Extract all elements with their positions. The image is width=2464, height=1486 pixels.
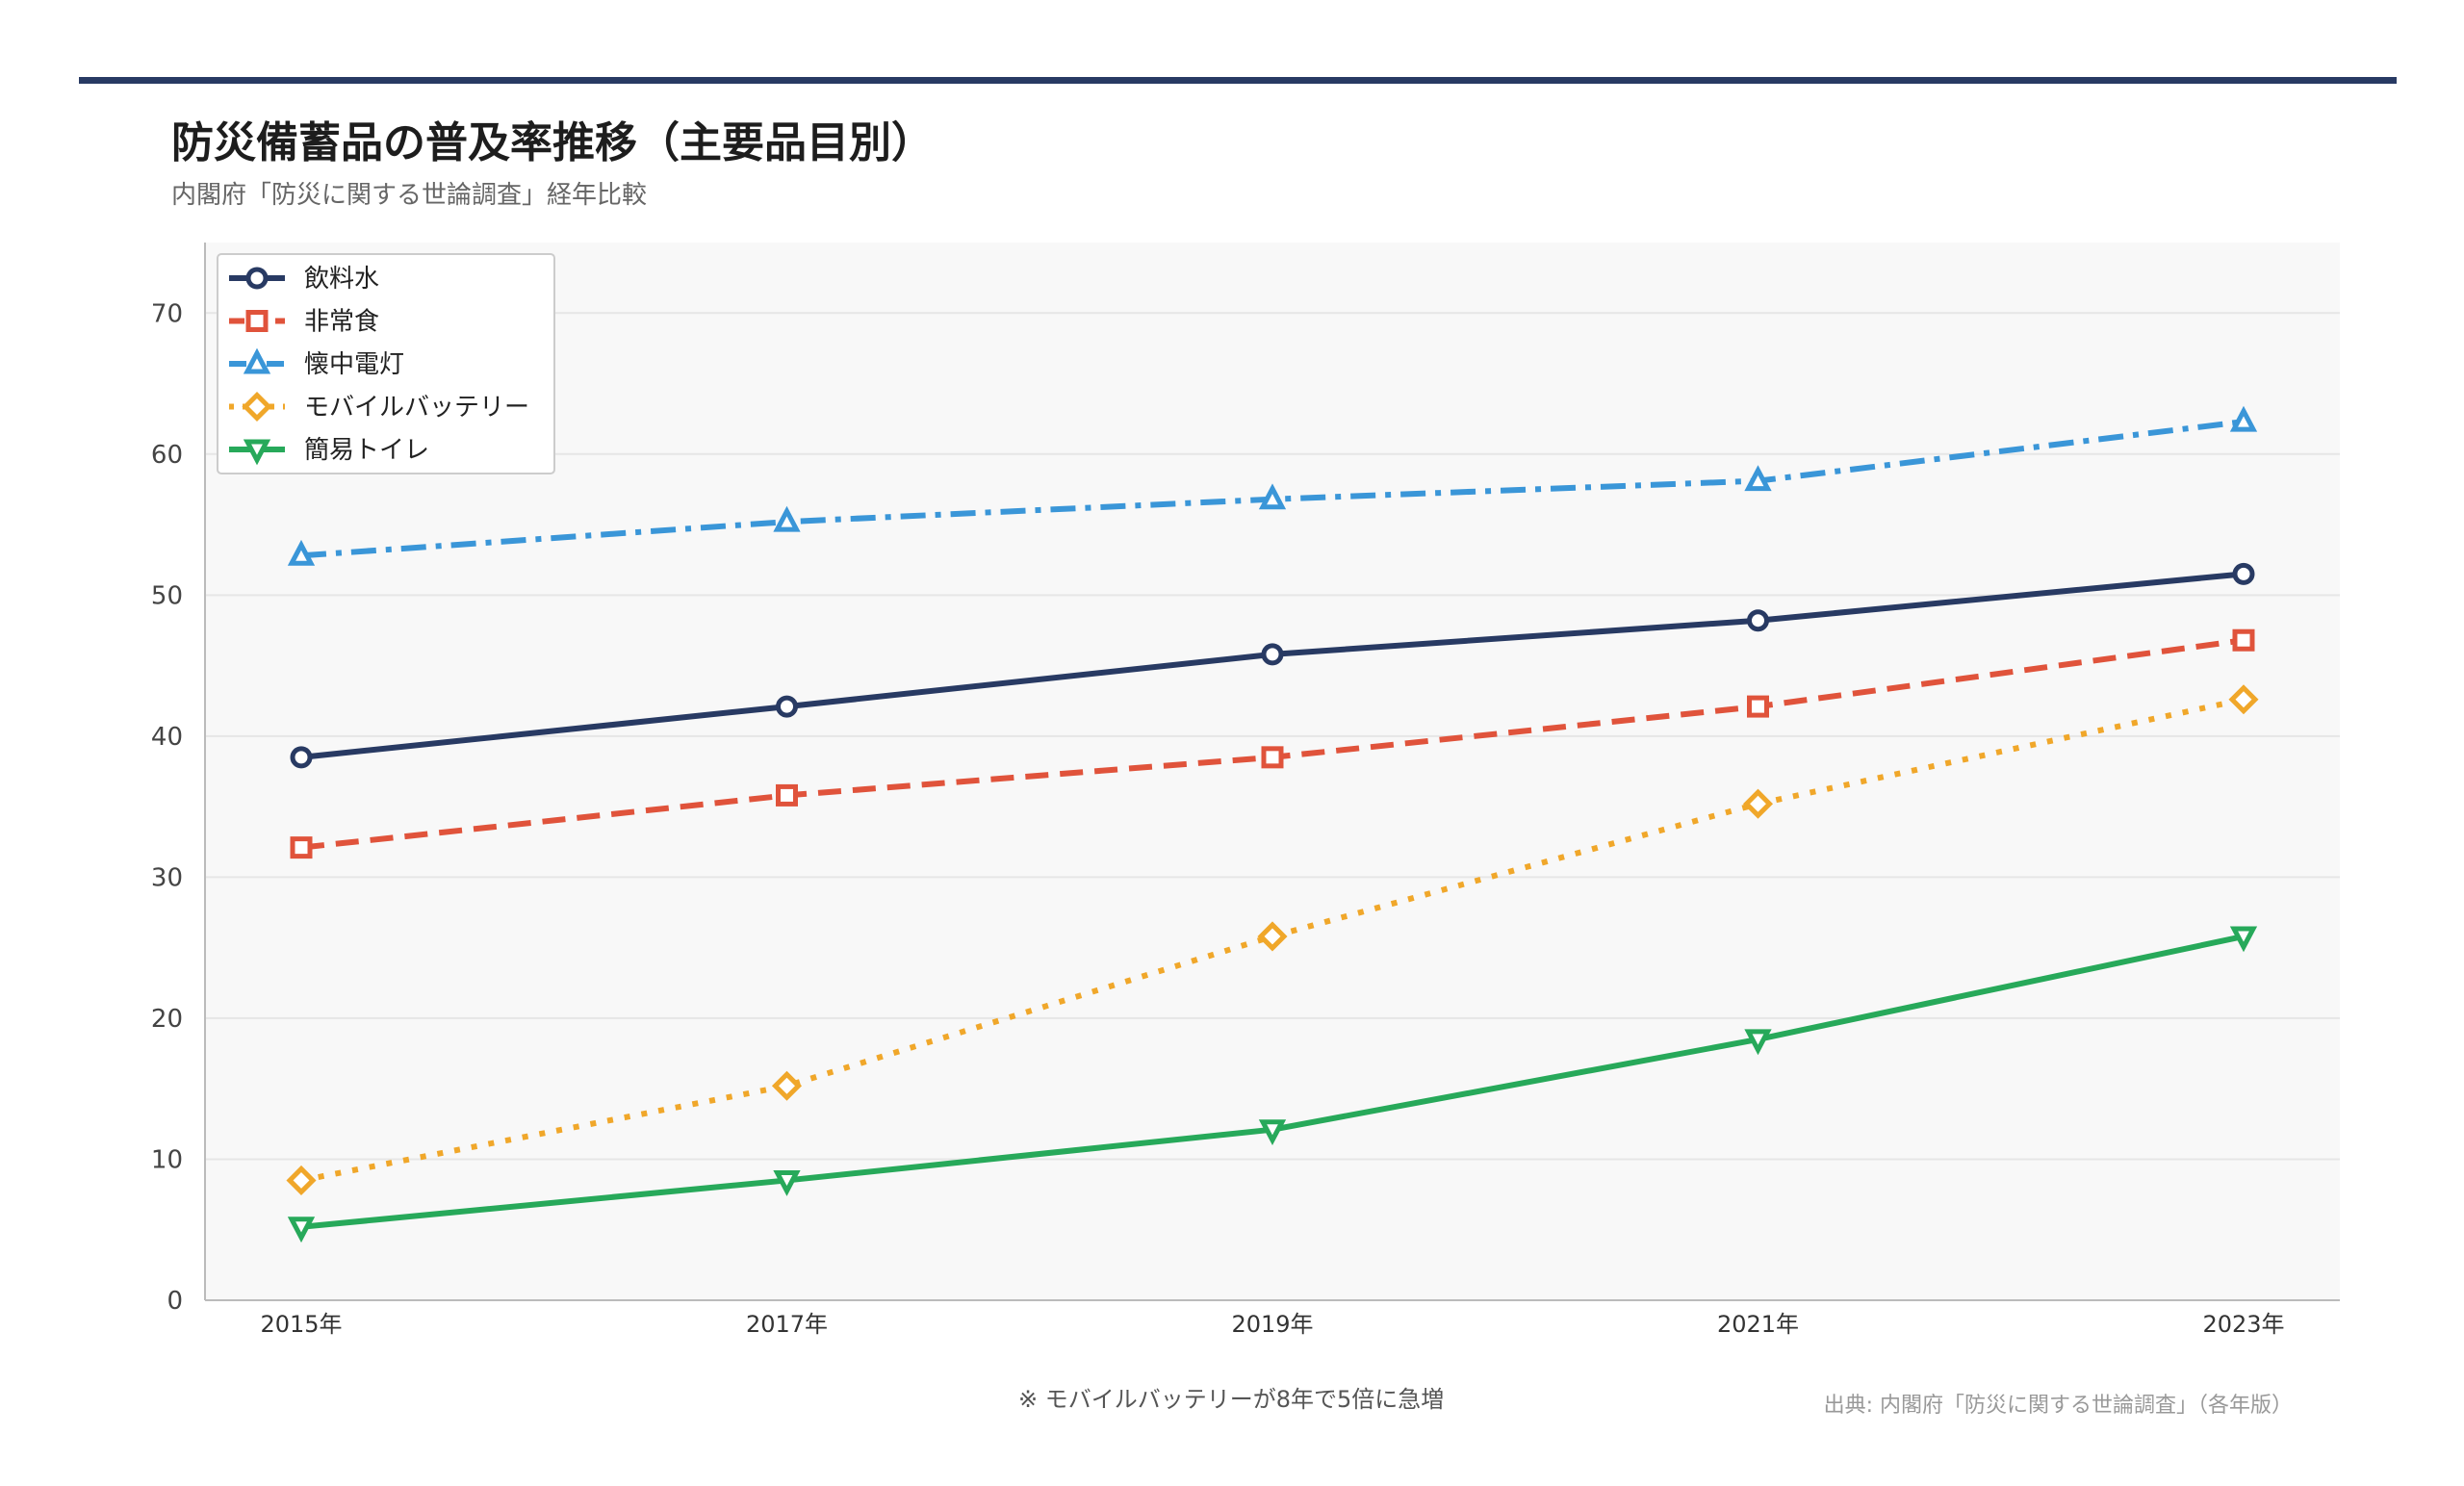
legend-item: 懐中電灯 — [229, 347, 404, 379]
data-point — [290, 746, 313, 769]
data-point — [1258, 483, 1287, 510]
data-point — [771, 1070, 803, 1101]
data-point — [1747, 695, 1769, 718]
legend-item: 非常食 — [229, 308, 379, 337]
data-point — [1747, 609, 1769, 632]
data-point — [286, 1165, 317, 1195]
header-rule — [79, 77, 2397, 84]
x-tick-label: 2021年 — [1717, 1311, 1799, 1338]
data-point — [2228, 684, 2259, 715]
data-point — [1742, 788, 1774, 819]
grid-lines — [205, 312, 2340, 1161]
y-tick-label: 50 — [151, 581, 183, 610]
legend-item: 簡易トイレ — [229, 436, 429, 466]
data-point — [773, 1169, 801, 1196]
data-point — [290, 836, 313, 859]
legend-marker — [245, 310, 269, 332]
legend-marker — [243, 347, 271, 374]
legend-marker — [243, 439, 271, 466]
series-1 — [290, 628, 2255, 859]
data-point — [776, 783, 798, 807]
legend-label: モバイルバッテリー — [304, 394, 529, 423]
series-line — [300, 696, 2245, 1184]
x-tick-label: 2017年 — [746, 1311, 828, 1338]
series-2 — [287, 405, 2258, 566]
data-point — [1261, 643, 1284, 666]
data-point — [2232, 562, 2255, 585]
data-point — [2229, 926, 2258, 953]
data-point — [1744, 1029, 1772, 1056]
chart-subtitle: 内閣府「防災に関する世論調査」経年比較 — [171, 181, 648, 210]
series-0 — [290, 562, 2255, 769]
x-tick-label: 2023年 — [2202, 1311, 2284, 1338]
y-tick-label: 20 — [151, 1005, 183, 1034]
data-point — [776, 695, 798, 718]
data-point — [773, 505, 801, 532]
data-point — [2229, 405, 2258, 432]
y-tick-label: 30 — [151, 863, 183, 892]
x-tick-label: 2019年 — [1231, 1311, 1313, 1338]
legend-item: モバイルバッテリー — [229, 391, 529, 423]
y-tick-label: 70 — [151, 299, 183, 328]
y-tick-label: 0 — [167, 1287, 183, 1316]
legend-label: 飲料水 — [304, 265, 379, 294]
legend-label: 非常食 — [304, 308, 379, 337]
chart-title: 防災備蓄品の普及率推移（主要品目別） — [171, 118, 934, 167]
series-3 — [286, 684, 2259, 1195]
data-point — [2232, 628, 2255, 652]
legend-box — [217, 253, 555, 474]
legend-label: 懐中電灯 — [304, 350, 404, 379]
series-4 — [287, 926, 2258, 1243]
legend-label: 簡易トイレ — [304, 436, 429, 465]
legend-marker — [242, 391, 272, 423]
chart-annotation: ※ モバイルバッテリーが8年で5倍に急増 — [1018, 1386, 1445, 1413]
legend-marker — [245, 267, 269, 290]
data-point — [1257, 921, 1288, 952]
axes: 0 10 20 30 40 50 60 70 2015年 2017年 2019年 2021年 2023年 — [151, 243, 2340, 1338]
data-point — [287, 1217, 316, 1243]
y-tick-label: 40 — [151, 723, 183, 752]
data-point — [1261, 746, 1284, 769]
source-credit: 出典: 内閣府「防災に関する世論調査」（各年版） — [1823, 1394, 2293, 1418]
legend-item: 飲料水 — [229, 265, 379, 294]
y-tick-label: 60 — [151, 441, 183, 470]
x-tick-label: 2015年 — [260, 1311, 342, 1338]
data-point — [287, 539, 316, 566]
data-point — [1258, 1119, 1287, 1146]
y-tick-label: 10 — [151, 1145, 183, 1174]
data-point — [1744, 465, 1772, 492]
series-lines — [286, 405, 2259, 1243]
